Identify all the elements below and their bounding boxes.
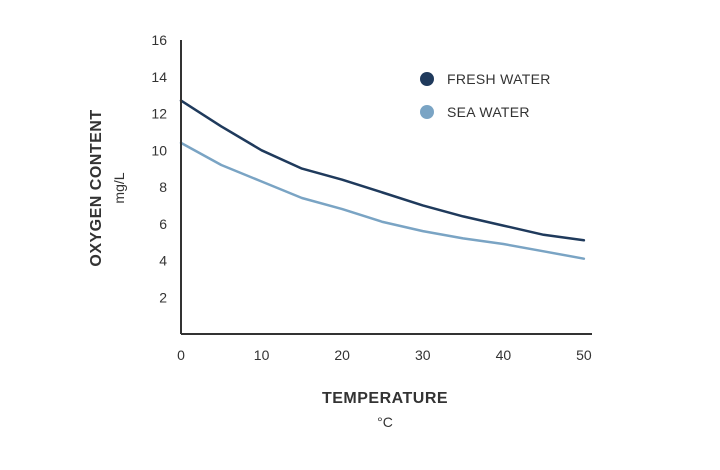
y-tick-label: 12: [151, 106, 167, 122]
x-tick-label: 30: [415, 347, 431, 363]
y-tick-label: 2: [159, 289, 167, 305]
y-axis-title: OXYGEN CONTENT: [88, 109, 105, 266]
x-axis-unit: °C: [377, 414, 393, 430]
x-axis-ticks: 0 10 20 30 40 50: [177, 347, 592, 363]
x-tick-label: 40: [496, 347, 512, 363]
legend-marker: [420, 72, 434, 86]
series-line-sea-water: [179, 141, 586, 260]
series-line-fresh-water: [179, 99, 586, 242]
legend-label: FRESH WATER: [447, 71, 551, 87]
x-tick-label: 0: [177, 347, 185, 363]
y-tick-label: 10: [151, 142, 167, 158]
x-tick-label: 10: [254, 347, 270, 363]
x-tick-label: 20: [334, 347, 350, 363]
y-axis-ticks: 2 4 6 8 10 12 14 16: [151, 32, 167, 305]
legend-label: SEA WATER: [447, 104, 530, 120]
legend: FRESH WATER SEA WATER: [420, 71, 551, 120]
y-axis-unit: mg/L: [111, 172, 127, 203]
x-tick-label: 50: [576, 347, 592, 363]
x-axis-title: TEMPERATURE: [322, 390, 448, 407]
y-tick-label: 4: [159, 253, 167, 269]
series-layer: [179, 99, 586, 260]
y-tick-label: 6: [159, 216, 167, 232]
y-tick-label: 16: [151, 32, 167, 48]
y-tick-label: 14: [151, 69, 167, 85]
y-tick-label: 8: [159, 179, 167, 195]
legend-marker: [420, 105, 434, 119]
